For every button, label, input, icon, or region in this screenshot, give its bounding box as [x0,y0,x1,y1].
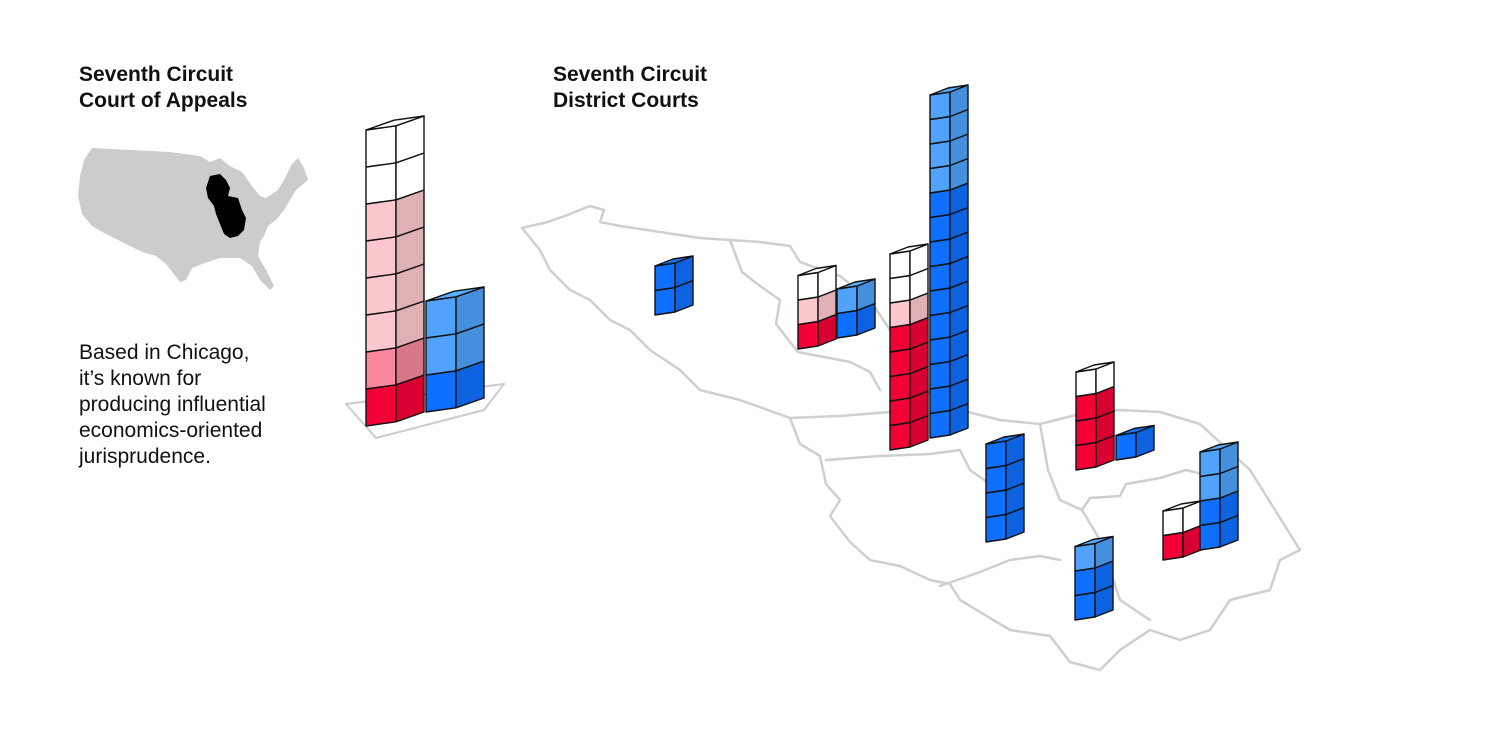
cube-front [985,464,1007,494]
description-line: Based in Chicago, [79,341,250,364]
cube-front [1199,521,1221,551]
cube-front [425,370,457,413]
cube-front [985,489,1007,519]
cube-front [889,299,911,329]
cube-front [929,140,951,170]
cube-front [365,162,397,205]
cube-front [365,347,397,390]
cube-top [1199,441,1239,453]
district-boundary [788,410,892,420]
appeals-description: Based in Chicago, it’s known for produci… [79,340,339,470]
cube-front [836,309,858,339]
district-boundary [1038,422,1212,512]
cube-front [1075,417,1097,447]
district-title-line1: Seventh Circuit [553,63,708,86]
cube-front [929,189,951,219]
cube-front [1075,368,1097,398]
cube-stacks [345,84,1239,621]
cube-front [985,440,1007,470]
cube-front [889,274,911,304]
cube-front [929,287,951,317]
cube-front [1074,591,1096,621]
cube-front [654,286,676,316]
cube-front [797,271,819,301]
cube-front [929,115,951,145]
cube-front [889,348,911,378]
appeals-cube-chart [345,115,505,439]
cube-front [1075,392,1097,422]
district-boundary [728,238,882,392]
cube-top [1115,424,1155,437]
cube-front [929,311,951,341]
cube-front [889,250,911,280]
description-line: it’s known for [79,367,202,390]
cube-front [889,397,911,427]
seventh-circuit-region [206,174,246,238]
cube-top [654,255,694,267]
district-cube-chart [654,84,1239,621]
cube-top [929,84,969,96]
district-heading: Seventh Circuit District Courts [553,62,707,114]
state-outline [520,204,1302,672]
cube-front [365,236,397,279]
cube-front [836,285,858,315]
cube-front [365,125,397,168]
cube-front [425,296,457,339]
cube-front [797,320,819,350]
cube-front [985,513,1007,543]
cube-top [889,243,929,255]
cube-front [654,262,676,292]
description-line: jurisprudence. [79,445,211,468]
cube-front [425,333,457,376]
cube-front [1075,441,1097,471]
cube-front [889,421,911,451]
cube-front [1115,431,1137,461]
cube-front [365,199,397,242]
cube-front [1074,542,1096,572]
cube-front [1199,448,1221,478]
cube-front [365,384,397,427]
cube-front [929,91,951,121]
cube-front [797,296,819,326]
cube-front [365,273,397,316]
cube-front [1074,567,1096,597]
cube-front [1199,497,1221,527]
appeals-title-line2: Court of Appeals [79,89,248,112]
description-line: economics-oriented [79,419,263,442]
cube-front [1199,472,1221,502]
cube-front [929,262,951,292]
cube-top [985,433,1025,445]
district-title-line2: District Courts [553,89,699,112]
cube-front [365,310,397,353]
cube-front [929,409,951,439]
appeals-title-line1: Seventh Circuit [79,63,234,86]
district-boundary [824,448,962,462]
cube-top [365,115,425,131]
cube-front [929,238,951,268]
district-boundary [938,554,1062,588]
cube-front [929,164,951,194]
us-map-icon [78,148,308,290]
description-line: producing influential [79,393,266,416]
cube-top [797,264,837,277]
us-map-shape [78,148,308,290]
cube-top [1074,535,1114,548]
cube-top [1075,361,1115,373]
cube-top [425,286,485,302]
cube-front [929,360,951,390]
cube-front [1162,507,1184,537]
cube-front [889,323,911,353]
cube-front [929,213,951,243]
cube-front [889,372,911,402]
cube-front [929,336,951,366]
cube-front [929,385,951,415]
appeals-heading: Seventh Circuit Court of Appeals [79,62,247,114]
cube-top [836,278,876,290]
cube-front [1162,531,1184,561]
